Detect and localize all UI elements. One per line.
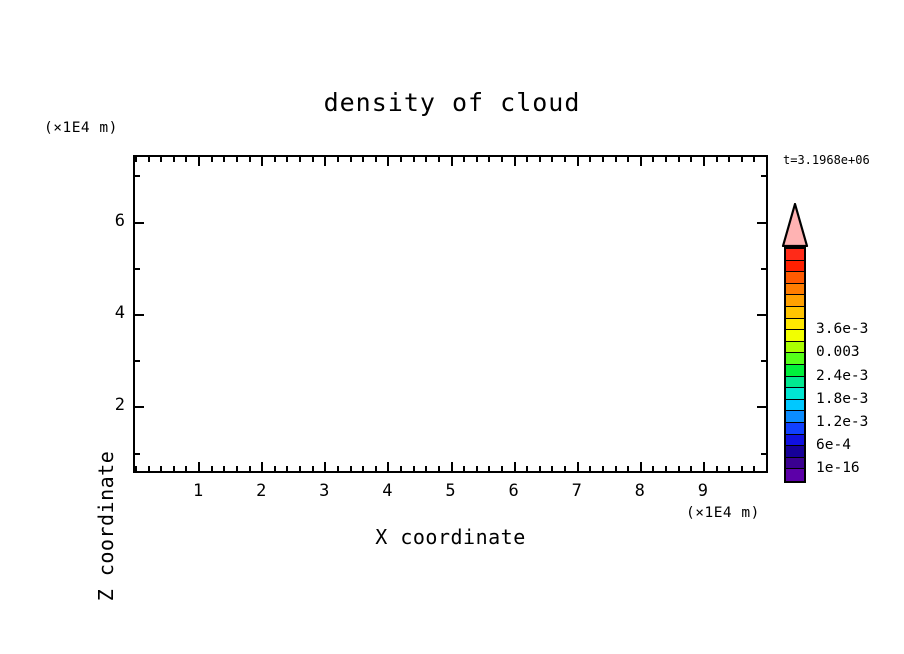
colorbar-band [786,306,804,319]
colorbar-tick-label: 1.8e-3 [816,390,869,407]
colorbar-band [786,283,804,296]
x-axis-title: X coordinate [375,525,526,549]
x-tick-label: 4 [382,481,393,501]
colorbar-band [786,376,804,389]
colorbar-band [786,318,804,331]
x-tick-label: 9 [697,481,709,501]
y-axis-unit: (×1E4 m) [44,120,118,136]
colorbar-tick-label: 6e-4 [816,437,851,454]
colorbar-band [786,260,804,273]
colorbar-tick-label: 2.4e-3 [816,367,869,384]
y-axis-title-wrap: Z coordinate [50,214,250,602]
colorbar-band [786,422,804,435]
colorbar-tick-label: 1e-16 [816,460,860,477]
colorbar-tick-label: 3.6e-3 [816,321,869,338]
x-tick-label: 5 [445,481,456,501]
colorbar-band [786,434,804,447]
plot-frame [133,155,768,473]
x-axis-unit: (×1E4 m) [686,505,760,521]
colorbar-band [786,295,804,307]
colorbar: 1e-16 6e-4 1.2e-3 1.8e-3 2.4e-3 0.003 3.6e-3 [780,203,868,485]
x-tick-label: 6 [508,481,519,501]
colorbar-band [786,330,804,342]
x-tick-label: 8 [634,481,645,501]
colorbar-band [786,446,804,458]
colorbar-band [786,364,804,377]
colorbar-band [786,457,804,470]
colorbar-band [786,341,804,354]
colorbar-band [786,469,804,481]
x-tick-label: 2 [256,481,267,501]
colorbar-band [786,411,804,423]
colorbar-band [786,249,804,261]
colorbar-tick-label: 0.003 [816,344,860,361]
colorbar-band [786,272,804,284]
x-tick-label: 3 [319,481,330,501]
y-axis-title: Z coordinate [94,450,118,602]
timestamp-label: t=3.1968e+06 [783,153,870,167]
colorbar-band [786,353,804,365]
x-tick-label: 1 [192,481,204,501]
chart-title: density of cloud [323,88,581,117]
colorbar-band [786,388,804,400]
colorbar-tick-label: 1.2e-3 [816,414,869,430]
x-tick-label: 7 [571,481,582,501]
colorbar-bands [784,247,806,483]
colorbar-over-arrow [781,203,809,247]
colorbar-band [786,399,804,412]
